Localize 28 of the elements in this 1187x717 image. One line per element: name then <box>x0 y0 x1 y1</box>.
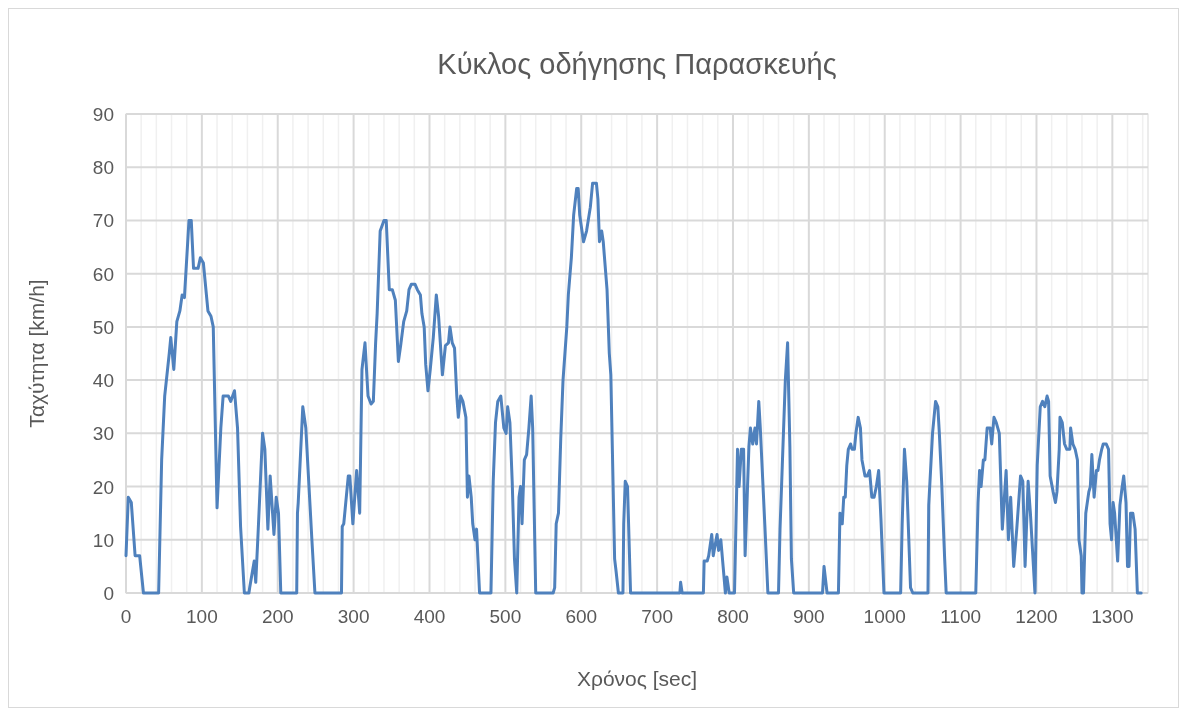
x-tick-label: 200 <box>261 606 294 627</box>
x-tick-label: 1200 <box>1015 606 1058 627</box>
x-tick-label: 700 <box>641 606 673 627</box>
x-tick-label: 100 <box>186 606 218 627</box>
y-tick-label: 90 <box>92 104 114 125</box>
y-tick-label: 70 <box>92 210 114 232</box>
line-series <box>124 181 1143 595</box>
y-tick-label: 50 <box>92 316 114 338</box>
x-tick-label: 1300 <box>1091 606 1134 627</box>
chart-title: Κύκλος οδήγησης Παρασκευής <box>437 48 837 80</box>
y-tick-label: 60 <box>92 263 114 285</box>
x-tick-label: 500 <box>489 606 522 627</box>
y-tick-label: 0 <box>103 583 114 604</box>
y-tick-label: 20 <box>92 476 114 498</box>
x-tick-label: 0 <box>120 606 132 627</box>
x-tick-label: 1000 <box>863 606 906 627</box>
x-tick-label: 1100 <box>940 606 982 627</box>
x-axis-title: Χρόνος [sec] <box>576 667 698 690</box>
x-tick-label: 600 <box>565 606 598 627</box>
y-tick-label: 10 <box>92 529 114 551</box>
y-axis-title: Ταχύτητα [km/h] <box>25 279 48 428</box>
x-tick-label: 400 <box>413 606 446 627</box>
y-tick-label: 80 <box>92 157 114 179</box>
x-tick-label: 300 <box>337 606 370 627</box>
x-tick-label: 900 <box>793 606 825 627</box>
y-tick-label: 30 <box>92 423 114 445</box>
y-tick-label: 40 <box>92 370 114 392</box>
x-tick-label: 800 <box>717 606 749 627</box>
